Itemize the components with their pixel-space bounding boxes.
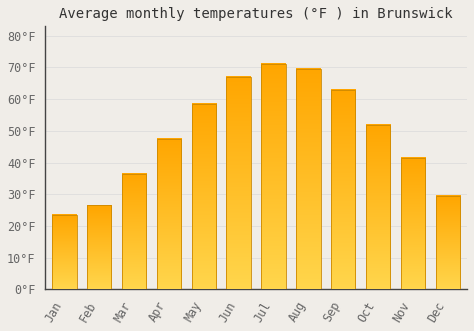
Bar	[52, 215, 76, 289]
Bar	[122, 174, 146, 289]
Bar	[401, 158, 425, 289]
Bar	[261, 64, 286, 289]
Bar	[227, 77, 251, 289]
Bar	[157, 139, 181, 289]
Bar	[296, 69, 320, 289]
Bar	[331, 90, 356, 289]
Bar	[366, 124, 391, 289]
Bar	[87, 205, 111, 289]
Title: Average monthly temperatures (°F ) in Brunswick: Average monthly temperatures (°F ) in Br…	[59, 7, 453, 21]
Bar	[191, 104, 216, 289]
Bar	[436, 196, 460, 289]
